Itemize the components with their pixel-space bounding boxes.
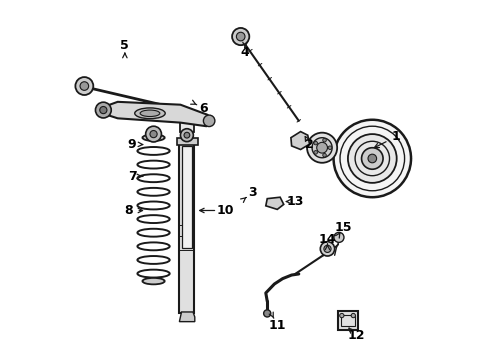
Circle shape	[334, 120, 411, 197]
Polygon shape	[179, 312, 195, 321]
Circle shape	[96, 102, 111, 118]
Text: 9: 9	[128, 138, 136, 150]
Circle shape	[334, 232, 344, 242]
Circle shape	[180, 129, 194, 141]
Ellipse shape	[140, 110, 160, 117]
Circle shape	[203, 115, 215, 127]
Text: 5: 5	[121, 39, 129, 52]
Bar	[180, 117, 194, 132]
Circle shape	[324, 245, 331, 252]
Text: 13: 13	[287, 195, 304, 208]
Circle shape	[320, 242, 335, 256]
Text: 10: 10	[217, 204, 234, 217]
Ellipse shape	[143, 278, 165, 284]
Circle shape	[348, 134, 397, 183]
Circle shape	[236, 32, 245, 41]
Polygon shape	[266, 197, 284, 210]
Text: 1: 1	[391, 130, 400, 144]
Circle shape	[307, 133, 337, 163]
Circle shape	[146, 126, 161, 142]
Circle shape	[314, 150, 318, 154]
Text: 3: 3	[248, 186, 256, 199]
Bar	[177, 138, 197, 145]
Bar	[341, 315, 355, 326]
Text: 2: 2	[305, 138, 314, 150]
Circle shape	[100, 107, 107, 114]
Circle shape	[80, 82, 89, 90]
Polygon shape	[100, 102, 213, 126]
Bar	[338, 311, 358, 330]
Ellipse shape	[135, 108, 165, 119]
Text: 11: 11	[269, 319, 286, 332]
Text: 6: 6	[199, 102, 208, 115]
Bar	[182, 146, 192, 248]
Text: 14: 14	[318, 233, 336, 246]
Circle shape	[75, 77, 93, 95]
Bar	[179, 144, 195, 313]
Circle shape	[317, 142, 327, 153]
Circle shape	[351, 314, 355, 318]
Circle shape	[323, 139, 326, 142]
Circle shape	[264, 310, 271, 317]
Circle shape	[362, 148, 383, 169]
Polygon shape	[291, 132, 310, 149]
Text: 15: 15	[335, 221, 352, 234]
Circle shape	[184, 132, 190, 138]
Circle shape	[328, 146, 332, 149]
Circle shape	[368, 154, 377, 163]
Text: 7: 7	[128, 170, 136, 183]
Circle shape	[150, 131, 157, 138]
Circle shape	[312, 138, 332, 158]
Text: 4: 4	[241, 46, 249, 59]
Ellipse shape	[143, 134, 165, 141]
Circle shape	[232, 28, 249, 45]
Circle shape	[323, 153, 326, 157]
Circle shape	[340, 314, 344, 318]
Circle shape	[314, 141, 318, 145]
Text: 8: 8	[124, 204, 133, 217]
Text: 12: 12	[347, 329, 365, 342]
